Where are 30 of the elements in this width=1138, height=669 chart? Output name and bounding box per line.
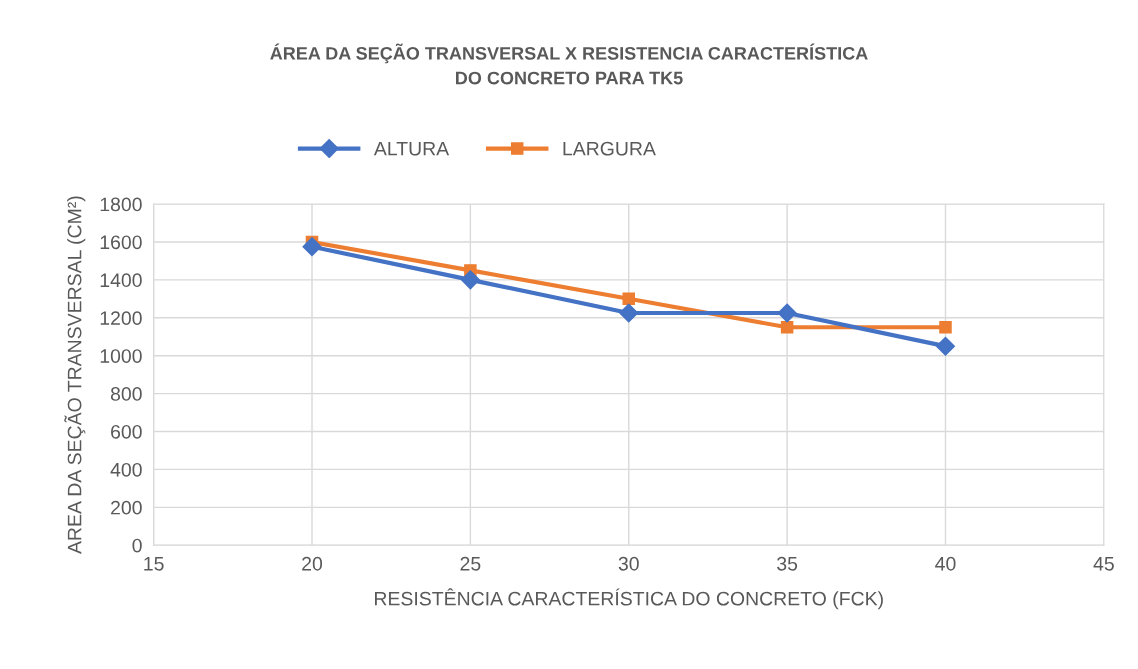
x-tick-label: 25	[460, 556, 481, 571]
point	[780, 321, 794, 334]
point	[622, 292, 635, 306]
y-tick-label: 800	[110, 387, 142, 401]
x-tick-label: 40	[935, 556, 956, 571]
point	[460, 270, 480, 290]
y-tick-label: 600	[111, 424, 142, 439]
x-tick-label: 30	[618, 556, 639, 571]
y-axis-title: AREA DA SEÇÃO TRANSVERSAL (CM²)	[64, 196, 86, 554]
y-tick-label: 1600	[100, 235, 142, 250]
point	[935, 336, 956, 356]
chart-title: ÁREA DA SEÇÃO TRANSVERSAL X RESISTENCIA CARACTERÍSTICA DO CONCRETO PARA TK5	[270, 43, 868, 85]
x-tick-label: 45	[1093, 557, 1114, 571]
y-tick-label: 1400	[100, 273, 142, 288]
point	[777, 303, 797, 323]
x-tick-label: 20	[302, 556, 323, 571]
legend-label: ALTURA	[373, 141, 450, 156]
y-tick-label: 400	[110, 462, 142, 477]
y-tick-label: 1000	[100, 349, 142, 363]
point	[619, 303, 639, 323]
x-tick-label: 35	[777, 556, 798, 571]
legend-label: LARGURA	[563, 141, 656, 156]
x-tick-label: 15	[144, 557, 164, 571]
point	[939, 321, 952, 334]
x-axis-title: RESISTÊNCIA CARACTERÍSTICA DO CONCRETO (FCK)	[375, 588, 883, 610]
y-tick-label: 200	[111, 500, 142, 515]
y-tick-label: 1800	[100, 197, 142, 212]
y-tick-label: 1200	[100, 311, 142, 326]
y-tick-label: 0	[132, 538, 142, 553]
point	[302, 237, 322, 257]
